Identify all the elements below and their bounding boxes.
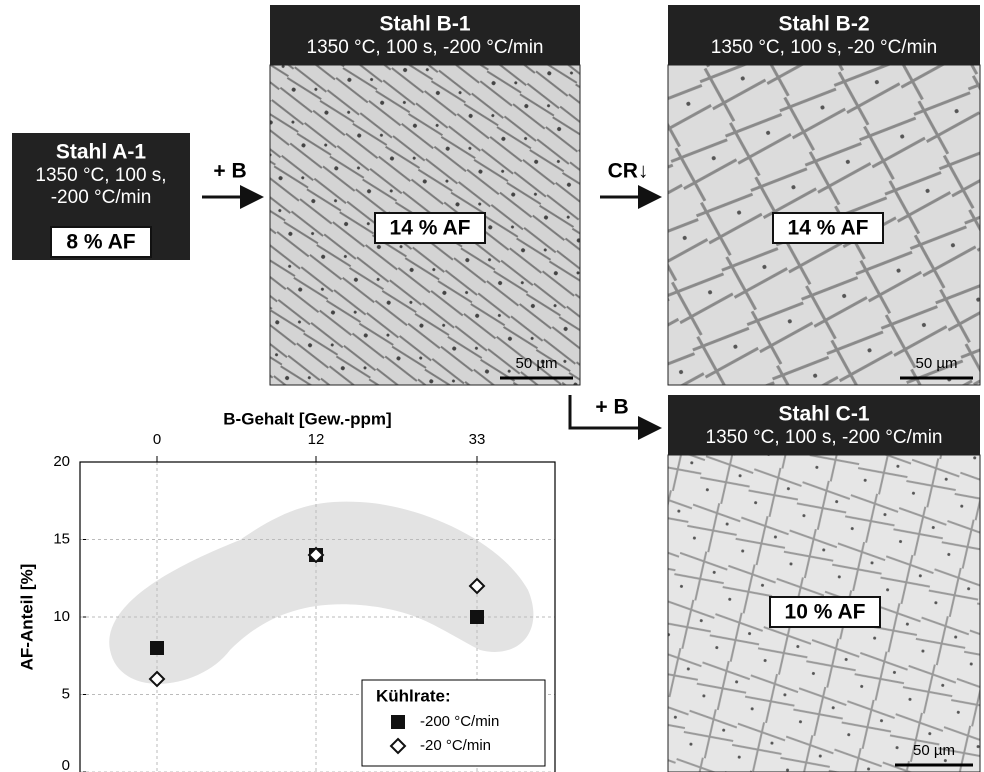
y-tick-label: 5 (62, 685, 70, 702)
arrow-label: + B (595, 396, 628, 419)
panel-title: Stahl B-1 (379, 13, 470, 36)
panel-conditions: 1350 °C, 100 s, -20 °C/min (711, 37, 937, 58)
panel-conditions: -200 °C/min (51, 187, 152, 208)
panel-title: Stahl C-1 (778, 403, 869, 426)
y-tick-label: 0 (62, 757, 70, 772)
legend-marker (391, 715, 405, 729)
legend-title: Kühlrate: (376, 686, 451, 705)
phase-label: 14 % AF (788, 217, 869, 240)
point (150, 641, 164, 655)
x-tick-label: 12 (308, 431, 325, 448)
x-tick-label: 0 (153, 431, 161, 448)
x-axis-title: B-Gehalt [Gew.-ppm] (223, 409, 391, 428)
y-tick-label: 20 (53, 453, 70, 470)
scale-text: 50 µm (916, 355, 958, 372)
y-tick-label: 15 (53, 530, 70, 547)
panel-conditions: 1350 °C, 100 s, (35, 165, 166, 186)
scale-text: 50 µm (913, 742, 955, 759)
figure: Stahl A-11350 °C, 100 s,-200 °C/min8 % A… (0, 0, 984, 772)
arrow-label: CR↓ (608, 160, 649, 183)
y-tick-label: 10 (53, 608, 70, 625)
phase-label: 10 % AF (785, 601, 866, 624)
point (470, 610, 484, 624)
panel-conditions: 1350 °C, 100 s, -200 °C/min (706, 427, 943, 448)
scale-text: 50 µm (516, 355, 558, 372)
phase-label: 14 % AF (390, 217, 471, 240)
y-axis-title: AF-Anteil [%] (17, 564, 36, 671)
panel-title: Stahl B-2 (778, 13, 869, 36)
arrow-label: + B (213, 160, 246, 183)
legend-label: -200 °C/min (420, 713, 499, 730)
phase-label: 8 % AF (66, 231, 135, 254)
panel-conditions: 1350 °C, 100 s, -200 °C/min (307, 37, 544, 58)
panel-title: Stahl A-1 (56, 141, 147, 164)
x-tick-label: 33 (469, 431, 486, 448)
legend-label: -20 °C/min (420, 737, 491, 754)
